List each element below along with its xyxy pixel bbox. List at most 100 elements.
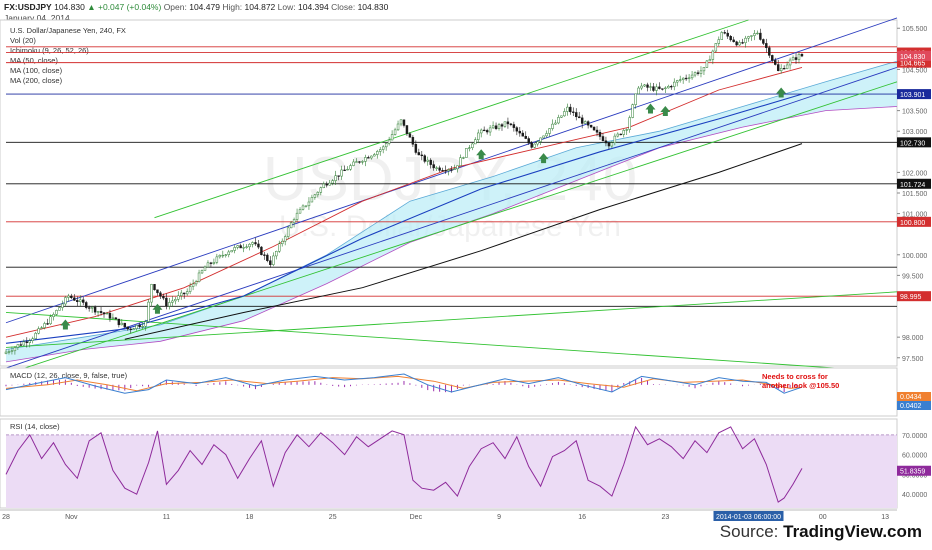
support-arrow-icon [152, 303, 163, 314]
candle-body [554, 122, 557, 125]
price-axis-label: 99.500 [902, 273, 924, 280]
candle-body [527, 138, 530, 144]
candle-body [628, 117, 631, 130]
candle-body [230, 250, 233, 253]
candle-body [601, 136, 605, 142]
candle-body [560, 115, 563, 118]
candle-body [658, 86, 661, 89]
level-price-tag [897, 57, 931, 68]
trend-line [5, 291, 898, 348]
candle-body [319, 187, 323, 193]
price-axis-label: 102.000 [902, 170, 927, 177]
candle-body [108, 312, 112, 319]
candle-body [346, 168, 349, 171]
candle-body [729, 36, 732, 41]
candle-body [708, 59, 712, 62]
candle-body [304, 205, 308, 207]
macd-pane[interactable]: MACD (12, 26, close, 9, false, true) Need… [0, 367, 931, 417]
candle-body [117, 318, 121, 326]
candle-body [705, 60, 709, 68]
candle-body [364, 157, 367, 162]
candle-body [82, 299, 85, 303]
time-axis-label: Nov [65, 514, 78, 521]
candle-body [598, 132, 602, 137]
candle-body [159, 292, 162, 297]
time-axis-label: 25 [329, 514, 337, 521]
candle-body [566, 106, 569, 112]
macd-annotation-line2: another look @105.50 [762, 381, 839, 390]
candle-body [349, 165, 352, 170]
candle-body [619, 133, 623, 136]
candle-body [269, 260, 272, 265]
candle-body [105, 312, 109, 315]
rsi-axis-label: 50.0000 [902, 472, 927, 479]
candle-body [521, 132, 524, 137]
candle-body [586, 121, 590, 126]
candle-body [257, 243, 260, 248]
candle-body [738, 42, 741, 46]
candle-body [592, 126, 596, 131]
candle-body [209, 262, 213, 264]
rsi-pane[interactable]: RSI (14, close) 70.0000 60.0000 50.0000 40.0… [0, 418, 931, 509]
candle-body [741, 42, 744, 44]
candle-body [652, 86, 655, 91]
candle-body [331, 180, 334, 184]
candle-body [58, 307, 61, 311]
chart-date: January 04, 2014 [4, 13, 70, 23]
time-axis-label: 16 [578, 514, 586, 521]
time-axis-label: Dec [410, 514, 423, 521]
chart-title: U.S. Dollar/Japanese Yen, 240, FX [10, 26, 126, 35]
macd-value: 0.0402 [900, 403, 922, 410]
candle-body [482, 129, 486, 132]
candle-body [343, 169, 346, 172]
price-axis-label: 98.000 [902, 335, 924, 342]
rsi-axis-label: 70.0000 [902, 433, 927, 440]
level-price-tag [897, 178, 931, 189]
candle-body [477, 132, 480, 140]
candle-body [227, 251, 230, 256]
candle-body [43, 323, 46, 328]
high-label: High: [222, 2, 243, 12]
price-pane[interactable]: 105.500 104.500 103.500 103.000 102.000 101.5… [0, 17, 931, 375]
level-price-label: 102.730 [900, 140, 925, 147]
time-cursor-label: 2014-01-03 06:00:00 [716, 514, 781, 521]
candle-body [563, 111, 566, 117]
candle-body [393, 129, 397, 135]
candle-body [572, 111, 575, 113]
candle-body [242, 247, 245, 249]
candle-body [661, 88, 664, 90]
candle-body [417, 152, 421, 156]
candle-body [283, 236, 287, 242]
candle-body [711, 50, 715, 60]
level-price-tag [897, 291, 931, 302]
time-axis-label: 00 [819, 514, 827, 521]
candle-body [215, 256, 219, 263]
candle-body [759, 32, 762, 40]
candle-body [429, 159, 432, 165]
candle-body [387, 139, 391, 144]
time-axis-label: 11 [163, 514, 170, 521]
support-arrow-icon [645, 103, 656, 114]
candle-body [76, 300, 79, 302]
candle-body [381, 146, 385, 150]
candle-body [756, 32, 759, 35]
trend-line [154, 19, 749, 219]
candle-body [583, 121, 587, 124]
support-arrow-icon [776, 87, 787, 98]
candle-body [316, 192, 320, 196]
time-axis-label: 23 [661, 514, 669, 521]
candle-body [67, 295, 70, 298]
candle-body [545, 133, 548, 137]
candle-body [515, 127, 519, 132]
candle-body [263, 254, 266, 256]
indicator-label: MA (50, close) [10, 56, 58, 65]
time-axis-label: 13 [881, 514, 889, 521]
candle-body [40, 327, 43, 329]
rsi-axis-label: 40.0000 [902, 492, 927, 499]
candle-body [185, 291, 189, 295]
candle-body [500, 124, 504, 127]
candle-body [607, 142, 611, 147]
candle-body [670, 85, 673, 88]
candle-body [506, 121, 510, 125]
